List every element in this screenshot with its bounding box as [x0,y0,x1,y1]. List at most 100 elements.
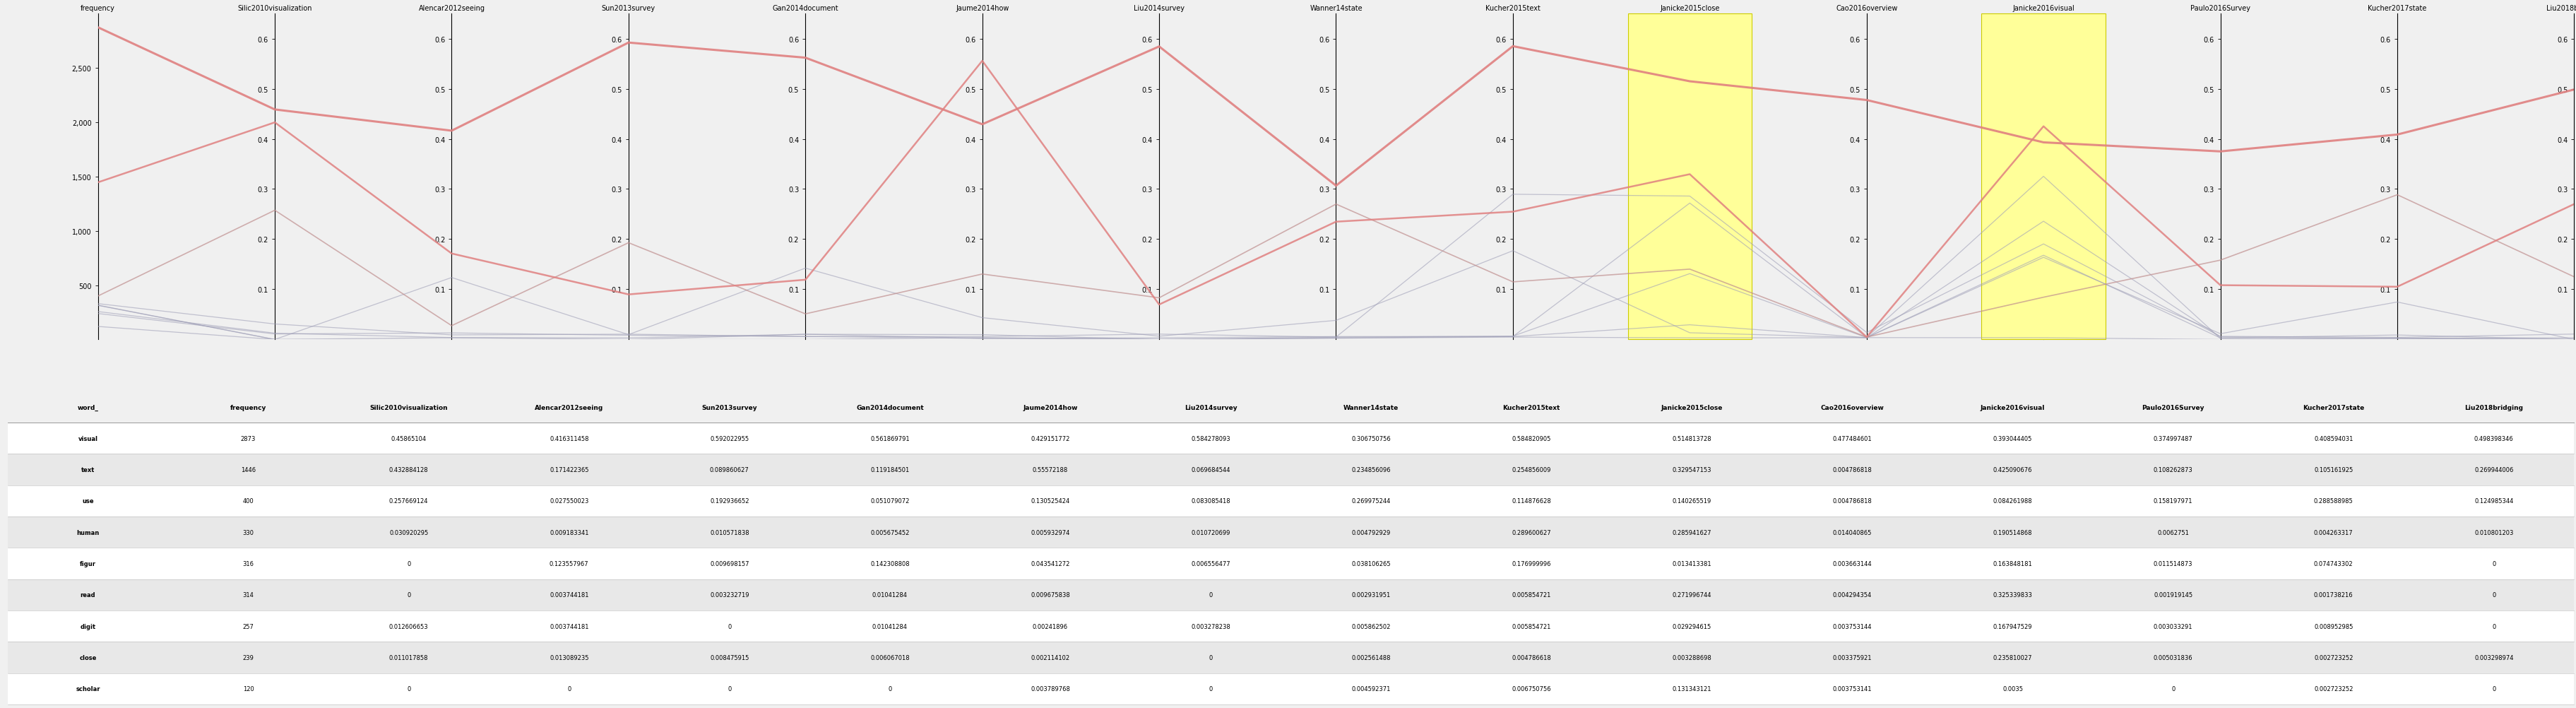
Text: Paulo2016Survey: Paulo2016Survey [2190,5,2249,12]
Text: Janicke2016visual: Janicke2016visual [2012,5,2074,12]
Text: 0: 0 [407,685,410,692]
Text: Kucher2015text: Kucher2015text [1502,405,1561,411]
Text: 0.329547153: 0.329547153 [1672,467,1710,473]
Text: 0: 0 [726,623,732,629]
Text: use: use [82,498,93,504]
Text: Liu2018bridging: Liu2018bridging [2545,5,2576,12]
Text: 0.043541272: 0.043541272 [1030,561,1069,567]
Text: 0.114876628: 0.114876628 [1512,498,1551,504]
Text: 0.002723252: 0.002723252 [2313,685,2352,692]
Text: 0.131343121: 0.131343121 [1672,685,1710,692]
Text: 0.561869791: 0.561869791 [871,435,909,442]
Text: Wanner14state: Wanner14state [1309,5,1363,12]
Text: 0.192936652: 0.192936652 [711,498,750,504]
Text: 0: 0 [726,685,732,692]
Text: 0.325339833: 0.325339833 [1991,592,2032,598]
Text: 0.592022955: 0.592022955 [711,435,750,442]
Text: 0.003033291: 0.003033291 [2154,623,2192,629]
Text: frequency: frequency [80,5,116,12]
Text: human: human [77,529,100,535]
Text: 0.009183341: 0.009183341 [549,529,587,535]
Text: 0.254856009: 0.254856009 [1512,467,1551,473]
Text: 0.393044405: 0.393044405 [1994,435,2032,442]
Text: 0: 0 [407,561,410,567]
Text: 316: 316 [242,561,255,567]
Text: 0.013413381: 0.013413381 [1672,561,1710,567]
Text: 0.004592371: 0.004592371 [1352,685,1391,692]
Text: 0: 0 [2491,685,2496,692]
Text: 0.003288698: 0.003288698 [1672,654,1710,661]
Text: 0: 0 [1208,685,1213,692]
Text: Silic2010visualization: Silic2010visualization [368,405,448,411]
Text: 0.004786618: 0.004786618 [1512,654,1551,661]
Text: text: text [80,467,95,473]
Text: 0.013089235: 0.013089235 [549,654,587,661]
Text: 0.584278093: 0.584278093 [1190,435,1229,442]
Text: 0.416311458: 0.416311458 [549,435,587,442]
Text: 0: 0 [407,592,410,598]
Text: 0.003753144: 0.003753144 [1832,623,1870,629]
Text: Alencar2012seeing: Alencar2012seeing [417,5,484,12]
Text: 0.142308808: 0.142308808 [871,561,909,567]
Text: 330: 330 [242,529,255,535]
Text: 0.005932974: 0.005932974 [1030,529,1069,535]
Text: Liu2014survey: Liu2014survey [1185,405,1236,411]
Text: Wanner14state: Wanner14state [1342,405,1399,411]
Text: 0.288588985: 0.288588985 [2313,498,2352,504]
Text: 0.011514873: 0.011514873 [2154,561,2192,567]
Text: Kucher2015text: Kucher2015text [1484,5,1540,12]
Text: 0: 0 [2172,685,2174,692]
Text: 0.130525424: 0.130525424 [1030,498,1069,504]
Text: 0.010720699: 0.010720699 [1190,529,1229,535]
Text: 0.074743302: 0.074743302 [2313,561,2352,567]
Text: 0.004786818: 0.004786818 [1832,498,1873,504]
Text: 0.069684544: 0.069684544 [1190,467,1229,473]
Text: Sun2013survey: Sun2013survey [600,5,654,12]
Text: 0.002114102: 0.002114102 [1030,654,1069,661]
Text: Janicke2016visual: Janicke2016visual [1981,405,2045,411]
Text: Liu2014survey: Liu2014survey [1133,5,1185,12]
Text: 0.005675452: 0.005675452 [871,529,909,535]
Text: 0.008952985: 0.008952985 [2313,623,2352,629]
Text: digit: digit [80,623,95,629]
Text: Gan2014document: Gan2014document [773,5,837,12]
Text: 0.004263317: 0.004263317 [2313,529,2352,535]
Text: 0.005031836: 0.005031836 [2154,654,2192,661]
Text: 0.051079072: 0.051079072 [871,498,909,504]
Text: 239: 239 [242,654,255,661]
Text: 1446: 1446 [240,467,255,473]
Text: 0.289600627: 0.289600627 [1512,529,1551,535]
Text: Alencar2012seeing: Alencar2012seeing [536,405,603,411]
Text: 0.084261988: 0.084261988 [1994,498,2032,504]
Text: Kucher2017state: Kucher2017state [2303,405,2365,411]
Text: 0.374997487: 0.374997487 [2154,435,2192,442]
Text: Sun2013survey: Sun2013survey [701,405,757,411]
Text: 0.004294354: 0.004294354 [1832,592,1870,598]
Text: 0.005854721: 0.005854721 [1512,623,1551,629]
Text: 0.429151772: 0.429151772 [1030,435,1069,442]
Text: 0.0035: 0.0035 [2002,685,2022,692]
Text: Jaume2014how: Jaume2014how [1023,405,1077,411]
Text: 0.167947529: 0.167947529 [1994,623,2032,629]
Text: 0.003744181: 0.003744181 [549,623,587,629]
Text: Cao2016overview: Cao2016overview [1834,5,1896,12]
Text: 400: 400 [242,498,255,504]
Text: 0.235810027: 0.235810027 [1994,654,2032,661]
Text: 0.119184501: 0.119184501 [871,467,909,473]
Text: 0.00241896: 0.00241896 [1033,623,1066,629]
Text: 0.005862502: 0.005862502 [1352,623,1391,629]
Text: 0.45865104: 0.45865104 [392,435,425,442]
Text: 0.005854721: 0.005854721 [1512,592,1551,598]
Text: 0: 0 [567,685,572,692]
Text: Janicke2015close: Janicke2015close [1662,405,1723,411]
Text: 0.123557967: 0.123557967 [549,561,587,567]
Text: 0.01041284: 0.01041284 [873,623,907,629]
Text: 0.124985344: 0.124985344 [2473,498,2512,504]
Text: 0.140265519: 0.140265519 [1672,498,1710,504]
Text: 0.003789768: 0.003789768 [1030,685,1069,692]
Text: Janicke2015close: Janicke2015close [1659,5,1718,12]
Text: figur: figur [80,561,95,567]
Text: 0.432884128: 0.432884128 [389,467,428,473]
Text: 0.014040865: 0.014040865 [1832,529,1870,535]
Text: 0.012606653: 0.012606653 [389,623,428,629]
